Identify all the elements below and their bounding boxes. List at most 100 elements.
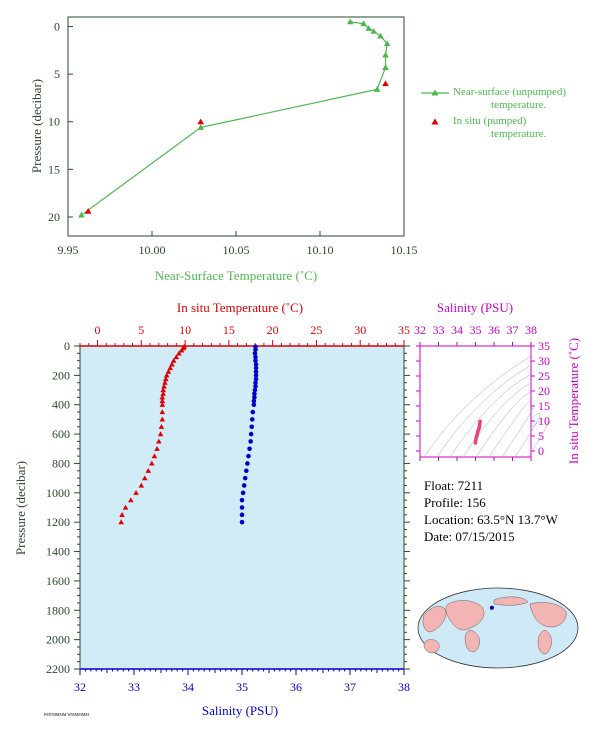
temperature-point: [127, 497, 134, 503]
ts-temperature-tick-label: 30: [538, 354, 550, 368]
top-x-tick-label: 10.05: [223, 243, 250, 257]
salinity-point: [251, 398, 257, 404]
top-y-axis-label: Pressure (decibar): [29, 79, 44, 173]
unpumped-line: [81, 21, 388, 216]
density-contour-line: [449, 373, 532, 458]
temperature-point: [151, 453, 158, 459]
salinity-point: [242, 475, 248, 481]
density-contour-line: [501, 407, 534, 458]
salinity-point: [244, 468, 249, 474]
pressure-ticks: 0 200 400 600 800 1000 1200 1400 1600 1800 2000 220…: [46, 339, 410, 676]
top-y-tick-label: 10: [48, 115, 60, 129]
legend-glyphs: [421, 89, 449, 125]
legend-unpumped-label: Near-surface (unpumped): [453, 86, 567, 98]
ts-points: [473, 419, 482, 445]
salinity-point: [252, 351, 258, 356]
temperature-point: [156, 438, 162, 444]
temperature-point: [158, 423, 165, 429]
temperature-point: [159, 401, 166, 407]
salinity-point: [248, 439, 253, 444]
temperature-point: [169, 361, 175, 367]
salinity-point: [253, 358, 258, 363]
pressure-tick-label: 2000: [46, 633, 70, 647]
temperature-point: [167, 365, 173, 371]
ts-temperature-tick-label: 15: [538, 399, 550, 413]
ts-temperature-label: In situ Temperature (˚C): [566, 338, 581, 464]
top-series: [78, 18, 391, 218]
salinity-point: [250, 409, 256, 415]
pressure-tick-label: 1200: [46, 515, 70, 529]
salinity-point: [253, 362, 259, 367]
salinity-point: [248, 431, 254, 437]
legend-pumped-sublabel: temperature.: [491, 128, 547, 140]
top-x-tick-label: 10.15: [391, 243, 418, 257]
ts-temperature-tick-label: 0: [538, 444, 544, 458]
salinity-point: [253, 384, 258, 389]
top-y-tick-label: 15: [48, 162, 60, 176]
ts-point: [473, 441, 478, 445]
ts-salinity-tick-label: 34: [451, 323, 463, 337]
temperature-point: [133, 490, 139, 495]
ts-temperature-tick-label: 25: [538, 369, 550, 383]
pressure-tick-label: 200: [52, 368, 70, 382]
density-contour-line: [475, 391, 532, 458]
temperature-point: [161, 383, 167, 389]
density-contour-line: [488, 400, 532, 458]
temperature-point: [163, 376, 169, 382]
footer-note: PMTMMMM WMMMMM: [44, 712, 89, 717]
temperature-ticks: 0 5 10 15 20 25 30 35: [79, 323, 410, 346]
salinity-point: [253, 354, 258, 360]
temperature-point: [142, 475, 148, 481]
salinity-tick-label: 32: [74, 680, 86, 694]
temperature-point: [119, 512, 125, 517]
temperature-point: [118, 519, 124, 525]
ts-salinity-tick-label: 37: [507, 323, 519, 337]
density-contour-line: [527, 417, 549, 458]
salinity-point: [239, 505, 245, 510]
temperature-tick-label: 35: [398, 323, 410, 337]
temperature-point: [159, 398, 166, 404]
ts-salinity-tick-label: 38: [525, 323, 537, 337]
pressure-tick-label: 400: [52, 398, 70, 412]
near-surface-temperature-chart: 9.95 10.00 10.05 10.10 10.15 0 5 10 15 20 Near-S…: [29, 16, 418, 283]
salinity-profile: [239, 344, 259, 525]
temperature-point: [160, 387, 166, 393]
top-x-tick-label: 10.10: [307, 243, 334, 257]
temperature-tick-label: 10: [179, 323, 191, 337]
temperature-point: [159, 416, 166, 422]
unpumped-point: [346, 18, 354, 25]
legend-unpumped-sublabel: temperature.: [491, 99, 547, 111]
salinity-tick-label: 38: [398, 680, 410, 694]
float-location-marker: [489, 605, 494, 610]
salinity-point: [253, 369, 259, 374]
pressure-tick-label: 1400: [46, 545, 70, 559]
top-x-axis-label: Near-Surface Temperature (˚C): [155, 268, 317, 283]
top-x-tick-label: 10.00: [139, 243, 166, 257]
salinity-point: [249, 417, 255, 422]
profile-number: Profile: 156: [424, 495, 486, 510]
temperature-tick-label: 5: [138, 323, 144, 337]
temperature-tick-label: 0: [95, 323, 101, 337]
pumped-point: [382, 80, 389, 87]
ts-salinity-tick-label: 36: [488, 323, 500, 337]
pressure-tick-label: 2200: [46, 662, 70, 676]
salinity-tick-label: 33: [128, 680, 140, 694]
salinity-point: [253, 376, 259, 382]
salinity-point: [249, 424, 255, 430]
temperature-point: [160, 390, 166, 396]
unpumped-point: [197, 124, 205, 130]
temperature-tick-label: 15: [223, 323, 235, 337]
ts-salinity-label: Salinity (PSU): [437, 300, 513, 315]
temperature-point: [178, 347, 185, 353]
density-contour-line: [514, 412, 541, 458]
legend-item-unpumped: Near-surface (unpumped) temperature.: [421, 86, 601, 112]
unpumped-point: [383, 40, 391, 47]
pressure-tick-label: 1600: [46, 574, 70, 588]
pressure-tick-label: 800: [52, 456, 70, 470]
temperature-point: [138, 482, 145, 488]
ts-temperature-tick-label: 20: [538, 384, 550, 398]
profile-date: Date: 07/15/2015: [424, 529, 515, 544]
map-land: [422, 596, 567, 655]
